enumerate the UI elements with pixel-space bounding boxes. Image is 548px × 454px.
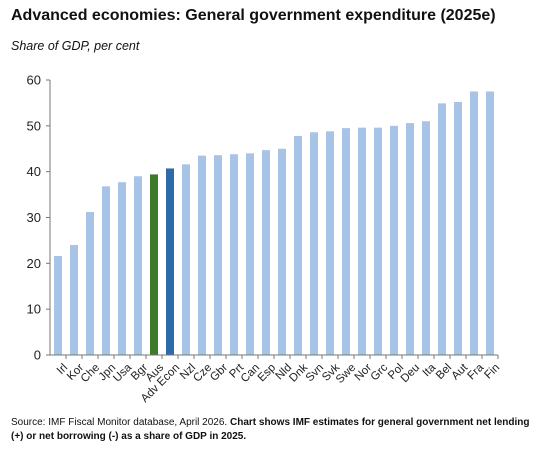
bar-dnk <box>294 135 302 355</box>
bar-esp <box>262 150 270 355</box>
y-tick-label: 30 <box>27 210 41 225</box>
y-tick-label: 0 <box>34 348 41 363</box>
bar-svk <box>326 131 334 355</box>
bar-aut <box>454 102 462 355</box>
y-tick-label: 10 <box>27 302 41 317</box>
source-note-bold: Chart shows IMF estimates for general go… <box>11 417 530 442</box>
y-tick-label: 20 <box>27 256 41 271</box>
bar-fin <box>486 91 494 355</box>
x-tick-label: Fin <box>482 362 502 382</box>
bar-fra <box>470 91 478 355</box>
y-tick-label: 40 <box>27 164 41 179</box>
bar-aus <box>150 174 158 355</box>
bar-swe <box>342 128 350 355</box>
chart-title: Advanced economies: General government e… <box>11 7 496 24</box>
bar-ita <box>422 121 430 355</box>
bar-bel <box>438 103 446 355</box>
bar-cze <box>198 155 206 355</box>
bar-nzl <box>182 164 190 355</box>
bar-svn <box>310 132 318 355</box>
source-note: Source: IMF Fiscal Monitor database, Apr… <box>11 416 537 444</box>
y-tick-label: 50 <box>27 118 41 133</box>
bar-usa <box>118 182 126 355</box>
bar-irl <box>54 256 62 355</box>
source-text: Source: IMF Fiscal Monitor database, Apr… <box>11 417 230 428</box>
bar-deu <box>406 123 414 355</box>
chart-subtitle: Share of GDP, per cent <box>11 39 140 53</box>
bar-can <box>246 153 254 355</box>
bar-pol <box>390 125 398 355</box>
axes-group <box>46 79 499 359</box>
y-tick-label: 60 <box>27 73 41 88</box>
bar-adv-econ <box>166 168 174 355</box>
bars-group <box>54 91 494 356</box>
bar-nor <box>358 127 366 356</box>
y-tick-labels: 0 10 20 30 40 50 60 <box>27 73 41 363</box>
bar-grc <box>374 127 382 356</box>
bar-bgr <box>134 176 142 355</box>
x-tick-label: Deu <box>399 362 422 385</box>
bar-jpn <box>102 186 110 355</box>
bar-prt <box>230 154 238 355</box>
bar-nld <box>278 148 286 355</box>
bar-che <box>86 212 94 355</box>
bar-kor <box>70 245 78 355</box>
bar-gbr <box>214 155 222 355</box>
